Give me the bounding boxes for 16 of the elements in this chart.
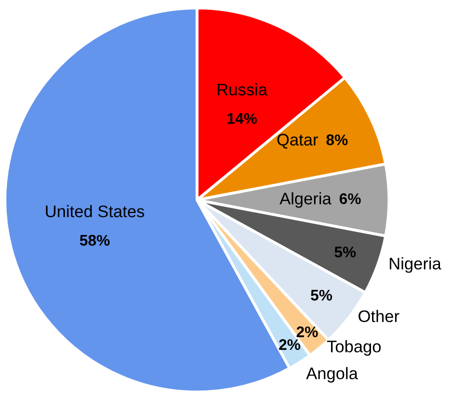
data-label: 14% xyxy=(228,113,257,124)
slice-label: Tobago xyxy=(327,340,381,356)
data-label: 2% xyxy=(279,339,300,350)
data-label: 5% xyxy=(334,246,356,258)
data-label: 8% xyxy=(326,134,348,146)
data-label: 2% xyxy=(296,326,318,338)
data-label: 6% xyxy=(340,193,361,204)
data-label: 5% xyxy=(310,290,332,301)
slice-label: Nigeria xyxy=(390,257,442,273)
slice-label: Other xyxy=(358,310,400,322)
slice-label: Angola xyxy=(306,367,358,383)
slice-label: Russia xyxy=(218,83,268,96)
slice-label: Qatar xyxy=(277,134,318,149)
slice-label: United States xyxy=(46,205,144,218)
data-label: 58% xyxy=(80,234,110,246)
slice-label: Algeria xyxy=(280,192,332,208)
